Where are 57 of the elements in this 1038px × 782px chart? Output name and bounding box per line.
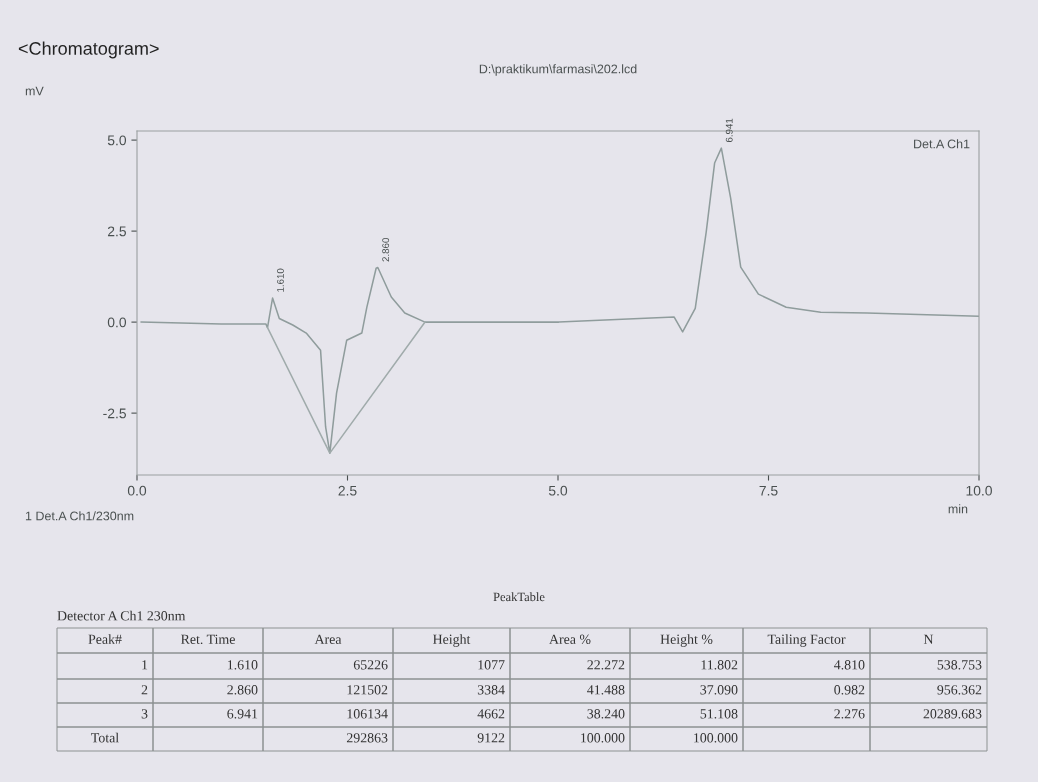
text: 20289.683: [923, 709, 982, 719]
text: 1: [142, 660, 148, 670]
text: Ret. Time: [180, 634, 235, 645]
text: Peak#: [88, 634, 122, 644]
text: 1.610: [227, 660, 258, 670]
text: 3384: [477, 685, 505, 695]
text: 2.276: [834, 709, 865, 719]
text: Total: [91, 732, 119, 743]
y-tick-label: -2.5: [103, 408, 126, 419]
y-tick-label: 5.0: [107, 135, 127, 146]
text: Tailing Factor: [767, 634, 846, 647]
x-axis-title: min: [948, 504, 968, 514]
text: 2.860: [227, 685, 258, 695]
text: 9122: [477, 733, 505, 743]
text: 956.362: [937, 685, 982, 695]
text: 4662: [477, 709, 505, 719]
text: mV: [25, 86, 44, 96]
x-tick-label: 7.5: [759, 485, 778, 496]
text: 3: [141, 709, 148, 719]
text: 0.982: [834, 685, 865, 695]
text: 1077: [478, 660, 505, 670]
annotation: 2.860: [382, 238, 390, 262]
text: Height: [433, 634, 471, 647]
text: 100.000: [581, 733, 625, 743]
text: Height %: [660, 634, 713, 647]
x-tick-label: 5.0: [548, 485, 568, 496]
text: 37.090: [700, 685, 738, 695]
text: 106134: [347, 709, 388, 719]
text: 292863: [346, 733, 388, 743]
text: 100.000: [694, 733, 738, 743]
text: Area: [314, 634, 342, 644]
x-tick-label: 0.0: [127, 485, 147, 496]
text: Area %: [549, 634, 591, 645]
annotation: 6.941: [725, 118, 733, 143]
chart-title: <Chromatogram>: [18, 41, 159, 59]
y-tick-label: 0.0: [107, 317, 127, 328]
text: 41.488: [587, 685, 625, 695]
text: Detector A Ch1 230nm: [57, 610, 186, 621]
text: 22.272: [587, 660, 625, 670]
text: PeakTable: [493, 592, 545, 602]
text: 4.810: [834, 660, 865, 670]
annotation: 1.610: [276, 268, 284, 292]
x-tick-label: 2.5: [338, 485, 357, 496]
chart-subtitle: D:\praktikum\farmasi\202.lcd: [479, 64, 637, 76]
annotation: Det.A Ch1: [914, 139, 970, 149]
text: N: [923, 634, 934, 644]
y-tick-label: 2.5: [107, 226, 126, 237]
text: 51.108: [700, 709, 738, 719]
text: 6.941: [227, 709, 258, 719]
text: 38.240: [587, 709, 625, 719]
x-tick-label: 10.0: [966, 485, 992, 496]
text: 2: [141, 685, 148, 695]
text: 538.753: [937, 660, 982, 670]
text: 11.802: [701, 660, 738, 670]
text: 1 Det.A Ch1/230nm: [25, 511, 134, 521]
text: 121502: [347, 685, 388, 695]
text: 65226: [353, 660, 388, 670]
